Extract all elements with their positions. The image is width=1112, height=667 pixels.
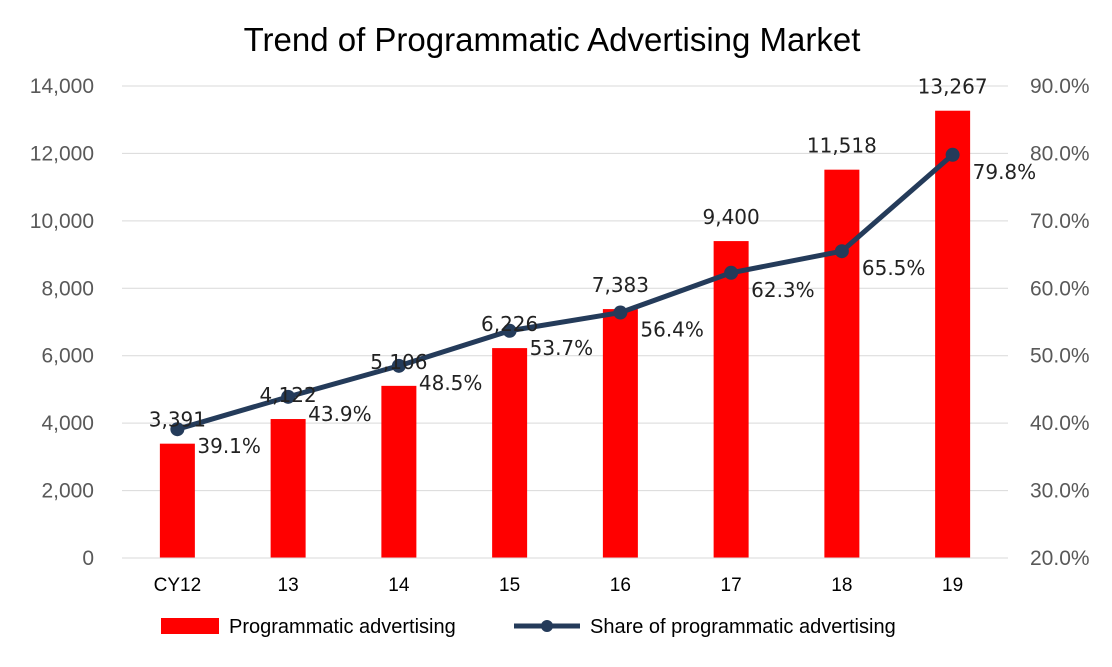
x-tick-label: 14 bbox=[388, 575, 410, 596]
y2-tick-label: 50.0% bbox=[1030, 345, 1090, 368]
line-data-labels: 39.1% 43.9% 48.5% 53.7% 56.4% 62.3% 65.5% 79.8% bbox=[197, 160, 1036, 458]
bar-value-label: 3,391 bbox=[149, 408, 206, 432]
share-value-label: 56.4% bbox=[640, 318, 704, 342]
legend-bar-label: Programmatic advertising bbox=[229, 616, 456, 638]
legend: Programmatic advertising Share of progra… bbox=[161, 616, 896, 638]
x-tick-label: 19 bbox=[942, 575, 963, 596]
share-point bbox=[170, 422, 185, 437]
share-value-label: 65.5% bbox=[862, 256, 926, 280]
y2-tick-label: 70.0% bbox=[1030, 210, 1090, 233]
y-tick-label: 6,000 bbox=[41, 345, 94, 368]
y2-tick-label: 90.0% bbox=[1030, 75, 1090, 98]
share-point bbox=[724, 265, 739, 280]
chart-title: Trend of Programmatic Advertising Market bbox=[244, 21, 861, 58]
left-axis-ticks: 0 2,000 4,000 6,000 8,000 10,000 12,000 14,000 bbox=[30, 75, 94, 570]
bar-value-label: 9,400 bbox=[702, 205, 759, 229]
y2-tick-label: 40.0% bbox=[1030, 412, 1090, 435]
line-series bbox=[170, 147, 960, 437]
bar bbox=[824, 169, 860, 558]
x-axis-ticks: CY12 13 14 15 16 17 18 19 bbox=[154, 575, 964, 596]
bar bbox=[381, 385, 417, 558]
share-value-label: 62.3% bbox=[751, 278, 815, 302]
y-tick-label: 4,000 bbox=[41, 412, 94, 435]
x-tick-label: 17 bbox=[721, 575, 742, 596]
legend-line-marker bbox=[541, 620, 553, 632]
bar-value-label: 6,226 bbox=[481, 312, 538, 336]
y2-tick-label: 60.0% bbox=[1030, 277, 1090, 300]
share-point bbox=[281, 389, 296, 404]
y-tick-label: 2,000 bbox=[41, 480, 94, 503]
share-value-label: 48.5% bbox=[419, 371, 483, 395]
y-tick-label: 14,000 bbox=[30, 75, 94, 98]
legend-item-line: Share of programmatic advertising bbox=[514, 616, 896, 638]
bar-value-label: 13,267 bbox=[918, 75, 988, 99]
bar bbox=[492, 348, 528, 558]
x-tick-label: CY12 bbox=[154, 575, 202, 596]
bar-value-label: 7,383 bbox=[592, 273, 649, 297]
share-point bbox=[945, 147, 960, 162]
bar-value-label: 4,122 bbox=[259, 383, 316, 407]
bar bbox=[713, 241, 749, 559]
share-point bbox=[391, 358, 406, 373]
bar-value-label: 11,518 bbox=[807, 134, 877, 158]
bar-value-label: 5,106 bbox=[370, 350, 427, 374]
legend-line-label: Share of programmatic advertising bbox=[590, 616, 896, 638]
share-value-label: 43.9% bbox=[308, 402, 372, 426]
share-value-label: 39.1% bbox=[197, 434, 261, 458]
y-tick-label: 8,000 bbox=[41, 277, 94, 300]
bar-series bbox=[159, 110, 971, 559]
share-point bbox=[613, 305, 628, 320]
bar bbox=[159, 443, 195, 558]
x-tick-label: 16 bbox=[610, 575, 631, 596]
share-value-label: 53.7% bbox=[530, 336, 594, 360]
share-value-label: 79.8% bbox=[973, 160, 1037, 184]
x-tick-label: 15 bbox=[499, 575, 520, 596]
y2-tick-label: 80.0% bbox=[1030, 142, 1090, 165]
share-line bbox=[176, 152, 955, 432]
bar-data-labels: 3,391 4,122 5,106 6,226 7,383 9,400 11,518 13,2… bbox=[149, 75, 988, 432]
y2-tick-label: 30.0% bbox=[1030, 480, 1090, 503]
x-tick-label: 13 bbox=[278, 575, 299, 596]
x-tick-label: 18 bbox=[831, 575, 852, 596]
y-tick-label: 10,000 bbox=[30, 210, 94, 233]
share-point bbox=[834, 244, 849, 259]
y-tick-label: 0 bbox=[82, 547, 94, 570]
legend-bar-swatch bbox=[161, 618, 219, 634]
bar bbox=[270, 419, 306, 558]
y2-tick-label: 20.0% bbox=[1030, 547, 1090, 570]
right-axis-ticks: 20.0% 30.0% 40.0% 50.0% 60.0% 70.0% 80.0% 90.0% bbox=[1030, 75, 1090, 570]
bar bbox=[602, 309, 638, 558]
gridlines bbox=[122, 85, 1008, 492]
bar bbox=[935, 110, 971, 558]
share-point bbox=[502, 323, 517, 338]
y-tick-label: 12,000 bbox=[30, 142, 94, 165]
legend-item-bar: Programmatic advertising bbox=[161, 616, 456, 638]
